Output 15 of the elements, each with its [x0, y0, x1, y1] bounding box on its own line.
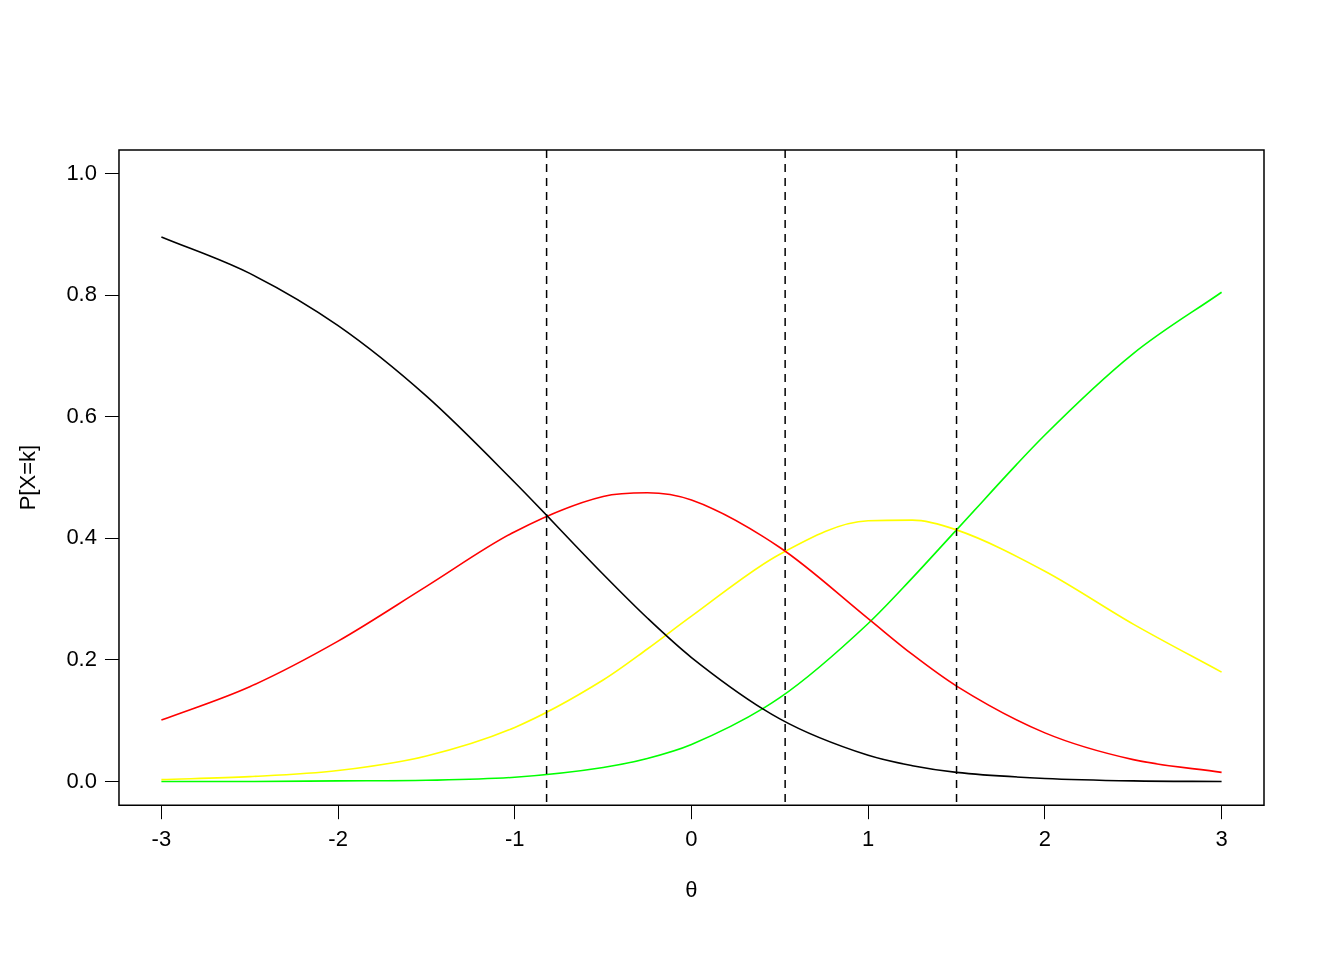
y-tick-label: 0.0	[66, 767, 97, 793]
x-tick-label: -1	[505, 826, 525, 852]
y-tick-label: 0.8	[66, 281, 97, 307]
x-tick-label: -2	[328, 826, 348, 852]
x-axis-title: θ	[685, 876, 698, 902]
x-tick-label: 2	[1038, 826, 1052, 852]
x-tick-label: 0	[685, 826, 698, 852]
y-axis-title: P[X=k]	[15, 444, 41, 511]
y-tick-label: 0.4	[66, 524, 97, 550]
y-tick-label: 0.6	[66, 402, 97, 428]
y-tick-label: 1.0	[66, 159, 97, 185]
x-tick-label: 3	[1215, 826, 1228, 852]
x-tick-label: 1	[862, 826, 875, 852]
y-tick-label: 0.2	[66, 646, 97, 671]
x-tick-label: -3	[151, 826, 172, 852]
